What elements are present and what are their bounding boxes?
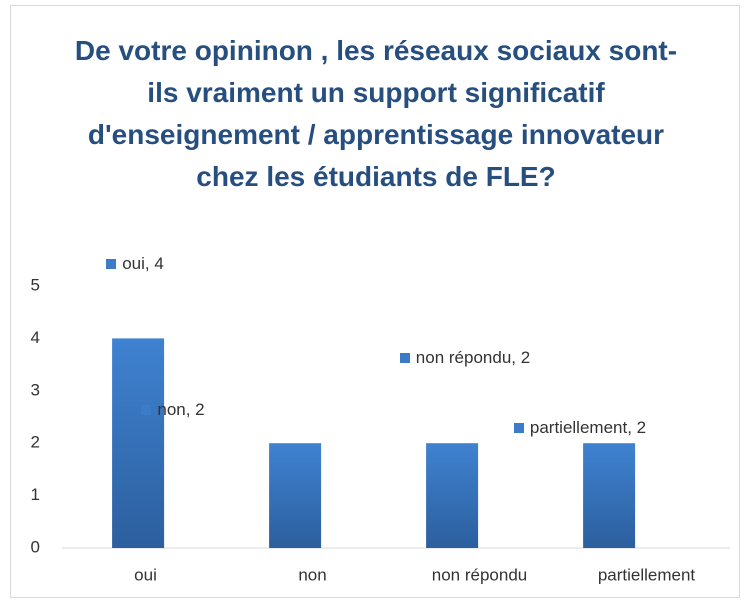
bar <box>269 443 322 548</box>
label-marker <box>141 405 152 415</box>
chart-frame <box>10 5 740 598</box>
x-tick-label: non répondu <box>432 565 527 584</box>
data-label-text: oui, 4 <box>122 254 164 273</box>
data-label-text: non répondu, 2 <box>415 348 531 367</box>
x-tick-label: partiellement <box>598 565 696 584</box>
data-label: non répondu, 2 <box>380 344 550 371</box>
label-marker <box>106 259 117 269</box>
x-tick-label: non <box>298 565 326 584</box>
y-tick-label: 2 <box>31 433 40 452</box>
data-label-text: partiellement, 2 <box>529 418 647 437</box>
data-label: oui, 4 <box>80 250 190 277</box>
y-tick-label: 3 <box>31 380 40 399</box>
bar <box>112 338 165 548</box>
y-tick-label: 0 <box>31 537 40 556</box>
y-tick-label: 5 <box>31 275 40 294</box>
label-marker <box>399 353 410 363</box>
y-tick-label: 1 <box>31 485 40 504</box>
data-label: non, 2 <box>118 396 228 423</box>
y-tick-label: 4 <box>31 328 40 347</box>
bar <box>583 443 636 548</box>
chart-title: De votre opininon , les réseaux sociaux … <box>74 35 678 192</box>
data-label-text: non, 2 <box>157 400 205 419</box>
data-label: partiellement, 2 <box>490 414 670 441</box>
bar <box>426 443 479 548</box>
x-tick-label: oui <box>134 565 157 584</box>
label-marker <box>513 423 524 433</box>
